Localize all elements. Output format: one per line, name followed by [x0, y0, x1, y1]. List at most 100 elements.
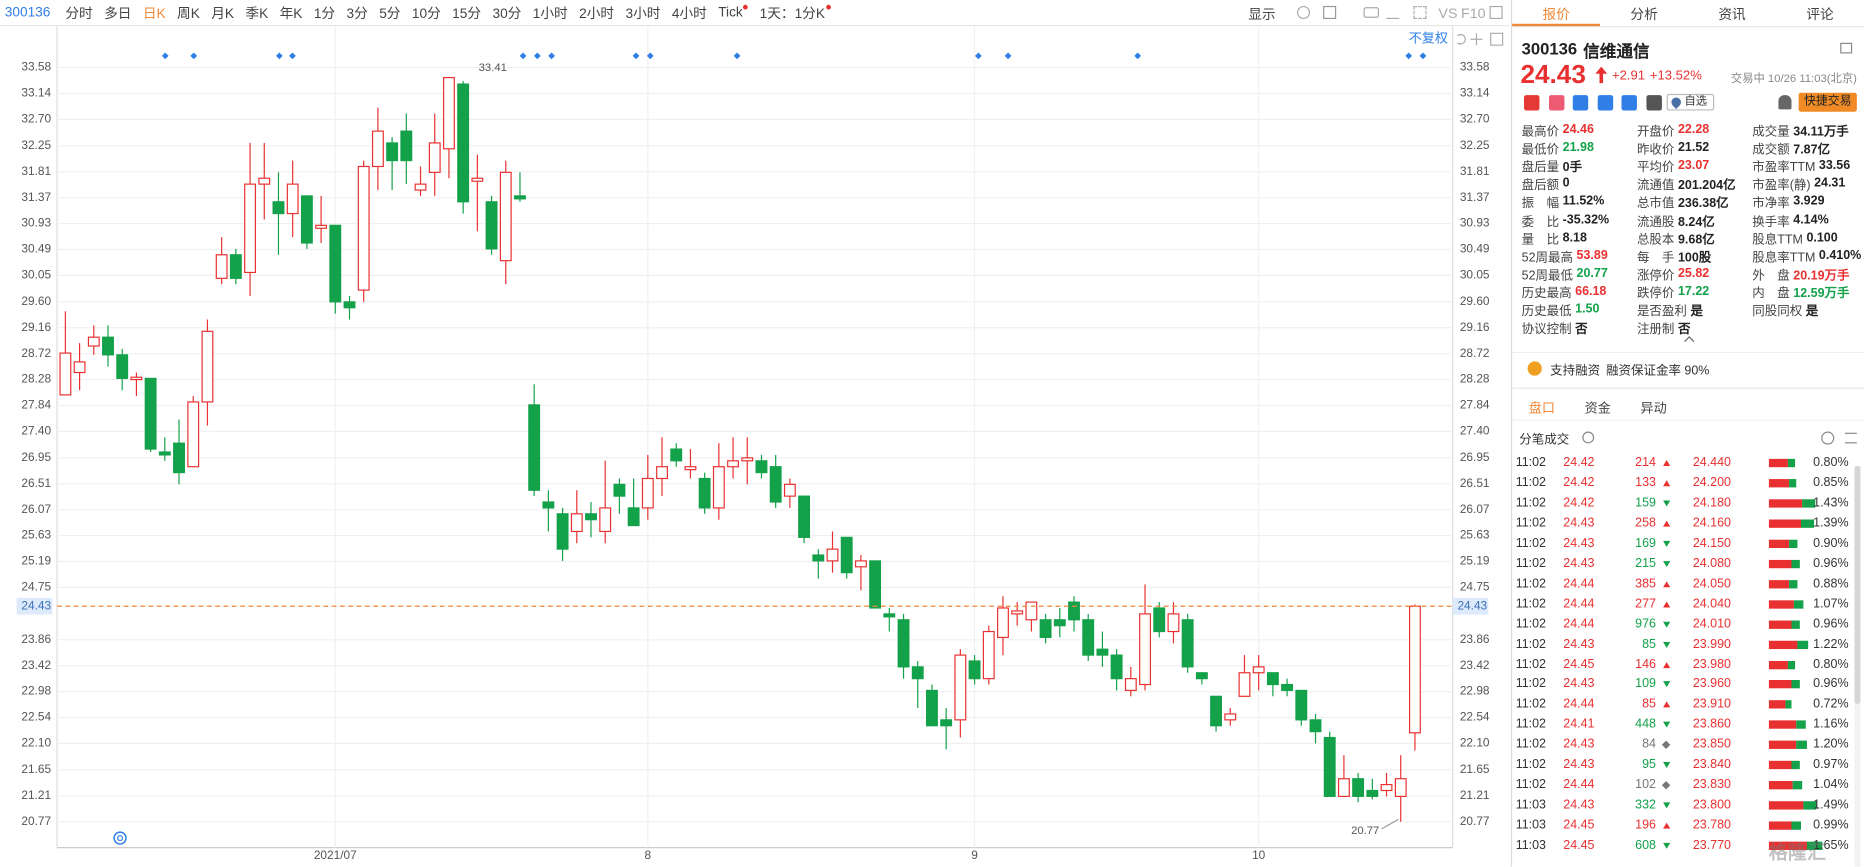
period-tab[interactable]: 10分 [411, 7, 441, 22]
more-icon[interactable] [1821, 431, 1835, 445]
margin-text: 融资保证金率 90% [1606, 363, 1710, 379]
stat-label: 市盈率(静) [1752, 178, 1811, 193]
y-tick-label: 22.54 [21, 710, 51, 724]
event-marker [161, 52, 169, 60]
stat-cell: 流通值 201.204亿 [1637, 176, 1736, 194]
period-tab[interactable]: 1分 [313, 7, 336, 22]
period-tab[interactable]: 1小时 [532, 7, 568, 22]
candle-body [1039, 619, 1052, 639]
toolbar-icon[interactable] [1323, 5, 1337, 20]
feature-icon[interactable] [1597, 95, 1613, 111]
period-tab[interactable]: 多日 [104, 7, 132, 22]
period-tab[interactable]: 周K [177, 7, 200, 22]
y2-tick-label: 33.58 [1460, 60, 1490, 74]
period-tab[interactable]: 日K [142, 7, 166, 22]
x-tick-label: 10 [1252, 848, 1266, 862]
stat-cell: 涨停价 25.82 [1637, 266, 1709, 284]
y2-tick-label: 20.77 [1460, 814, 1490, 828]
toolbar-icon[interactable] [1296, 5, 1311, 20]
level-bar-buy [1792, 781, 1803, 790]
toolbar-icon[interactable] [1386, 5, 1404, 20]
candle-body [1238, 672, 1251, 697]
section-line [1512, 351, 1864, 354]
candle-body [499, 171, 512, 262]
stat-cell: 总市值 236.38亿 [1637, 194, 1729, 212]
candle-body [698, 477, 711, 509]
period-tab[interactable]: 2小时 [579, 7, 615, 22]
sub-tab[interactable]: 资金 [1584, 401, 1611, 417]
quick-trade-button[interactable]: 快捷交易 [1798, 92, 1857, 112]
chart-tools[interactable] [1457, 32, 1504, 46]
stat-label: 振 幅 [1521, 196, 1560, 211]
panel-tab[interactable]: 报价 [1542, 8, 1570, 23]
toolbar-icon[interactable] [1413, 5, 1427, 20]
toolbar-icon[interactable] [1489, 5, 1503, 20]
period-tab[interactable]: 季K [245, 7, 269, 22]
stat-value: 33.56 [1818, 158, 1851, 173]
settings-icon[interactable] [113, 831, 127, 845]
period-tab[interactable]: 月K [211, 7, 235, 22]
feature-icon[interactable] [1572, 95, 1589, 111]
panel-tab[interactable]: 分析 [1630, 8, 1658, 23]
panel-tab[interactable]: 资讯 [1718, 8, 1746, 23]
y-tick-label: 31.81 [21, 164, 51, 178]
display-menu[interactable]: 显示 [1248, 8, 1276, 23]
last-price-label-left: 24.43 [21, 598, 51, 612]
period-tab[interactable]: 5分 [379, 7, 401, 22]
level-bar-sell [1768, 499, 1802, 508]
stat-cell: 外 盘 20.19万手 [1752, 266, 1849, 284]
stat-cell: 量 比 8.18 [1522, 230, 1587, 248]
watchlist-button[interactable]: 自选 [1666, 93, 1715, 111]
y-tick-label: 22.10 [21, 736, 51, 750]
y-tick-label: 23.42 [21, 658, 51, 672]
feature-icon[interactable] [1548, 95, 1564, 111]
scrollbar-thumb[interactable] [1854, 466, 1861, 704]
list-icon[interactable] [1844, 432, 1857, 444]
candle-body [741, 457, 754, 462]
candle-body [883, 613, 896, 618]
period-tab[interactable]: Tick [718, 5, 743, 21]
stat-cell: 市盈率TTM 33.56 [1752, 158, 1850, 176]
period-tab[interactable]: 4小时 [671, 7, 707, 22]
stat-label: 52周最低 [1521, 268, 1573, 283]
stat-label: 最低价 [1521, 142, 1560, 158]
period-tab[interactable]: 3小时 [625, 7, 661, 22]
level-price: 23.960 [1692, 676, 1732, 692]
sub-tab[interactable]: 盘口 [1528, 401, 1555, 417]
period-tab[interactable]: 3分 [346, 7, 368, 22]
period-tab[interactable]: 分时 [65, 7, 93, 22]
tool-icon[interactable] [1490, 32, 1504, 46]
period-tab[interactable]: 15分 [452, 7, 482, 22]
feature-icon[interactable] [1621, 95, 1637, 111]
margin-icon [1527, 361, 1542, 376]
y-tick-label: 22.98 [21, 684, 51, 698]
stock-code[interactable]: 300136 [4, 5, 51, 21]
candle-body [272, 201, 285, 215]
layout-icon[interactable] [1840, 42, 1853, 54]
panel-tab[interactable]: 评论 [1806, 8, 1834, 23]
feature-icon[interactable] [1524, 95, 1540, 111]
candle-body [954, 654, 967, 721]
toolbar-icon[interactable] [1363, 7, 1379, 18]
stat-cell: 52周最低 20.77 [1522, 266, 1608, 284]
undo-icon[interactable] [1457, 33, 1466, 45]
period-tab[interactable]: 年K [279, 7, 303, 22]
feature-icon[interactable] [1645, 95, 1662, 111]
info-icon[interactable] [1582, 431, 1595, 444]
period-tab[interactable]: 30分 [492, 7, 522, 22]
sub-tab[interactable]: 异动 [1640, 401, 1667, 417]
y2-tick-label: 26.51 [1460, 476, 1490, 490]
y-tick-label: 30.05 [21, 268, 51, 282]
toolbar-text[interactable]: F10 [1461, 4, 1486, 22]
toolbar-text[interactable]: VS [1438, 4, 1458, 22]
heart-icon [1669, 95, 1683, 109]
level-bar-buy [1791, 821, 1801, 830]
candle-body [926, 689, 938, 727]
stat-value: 34.11万手 [1793, 124, 1849, 140]
bell-icon[interactable] [1778, 95, 1792, 110]
adjust-mode[interactable]: 不复权 [1409, 31, 1448, 46]
range-select[interactable]: 1天：1分K [759, 7, 825, 22]
tool-icon[interactable] [1470, 33, 1483, 46]
trade-time: 11:02 [1515, 616, 1547, 631]
